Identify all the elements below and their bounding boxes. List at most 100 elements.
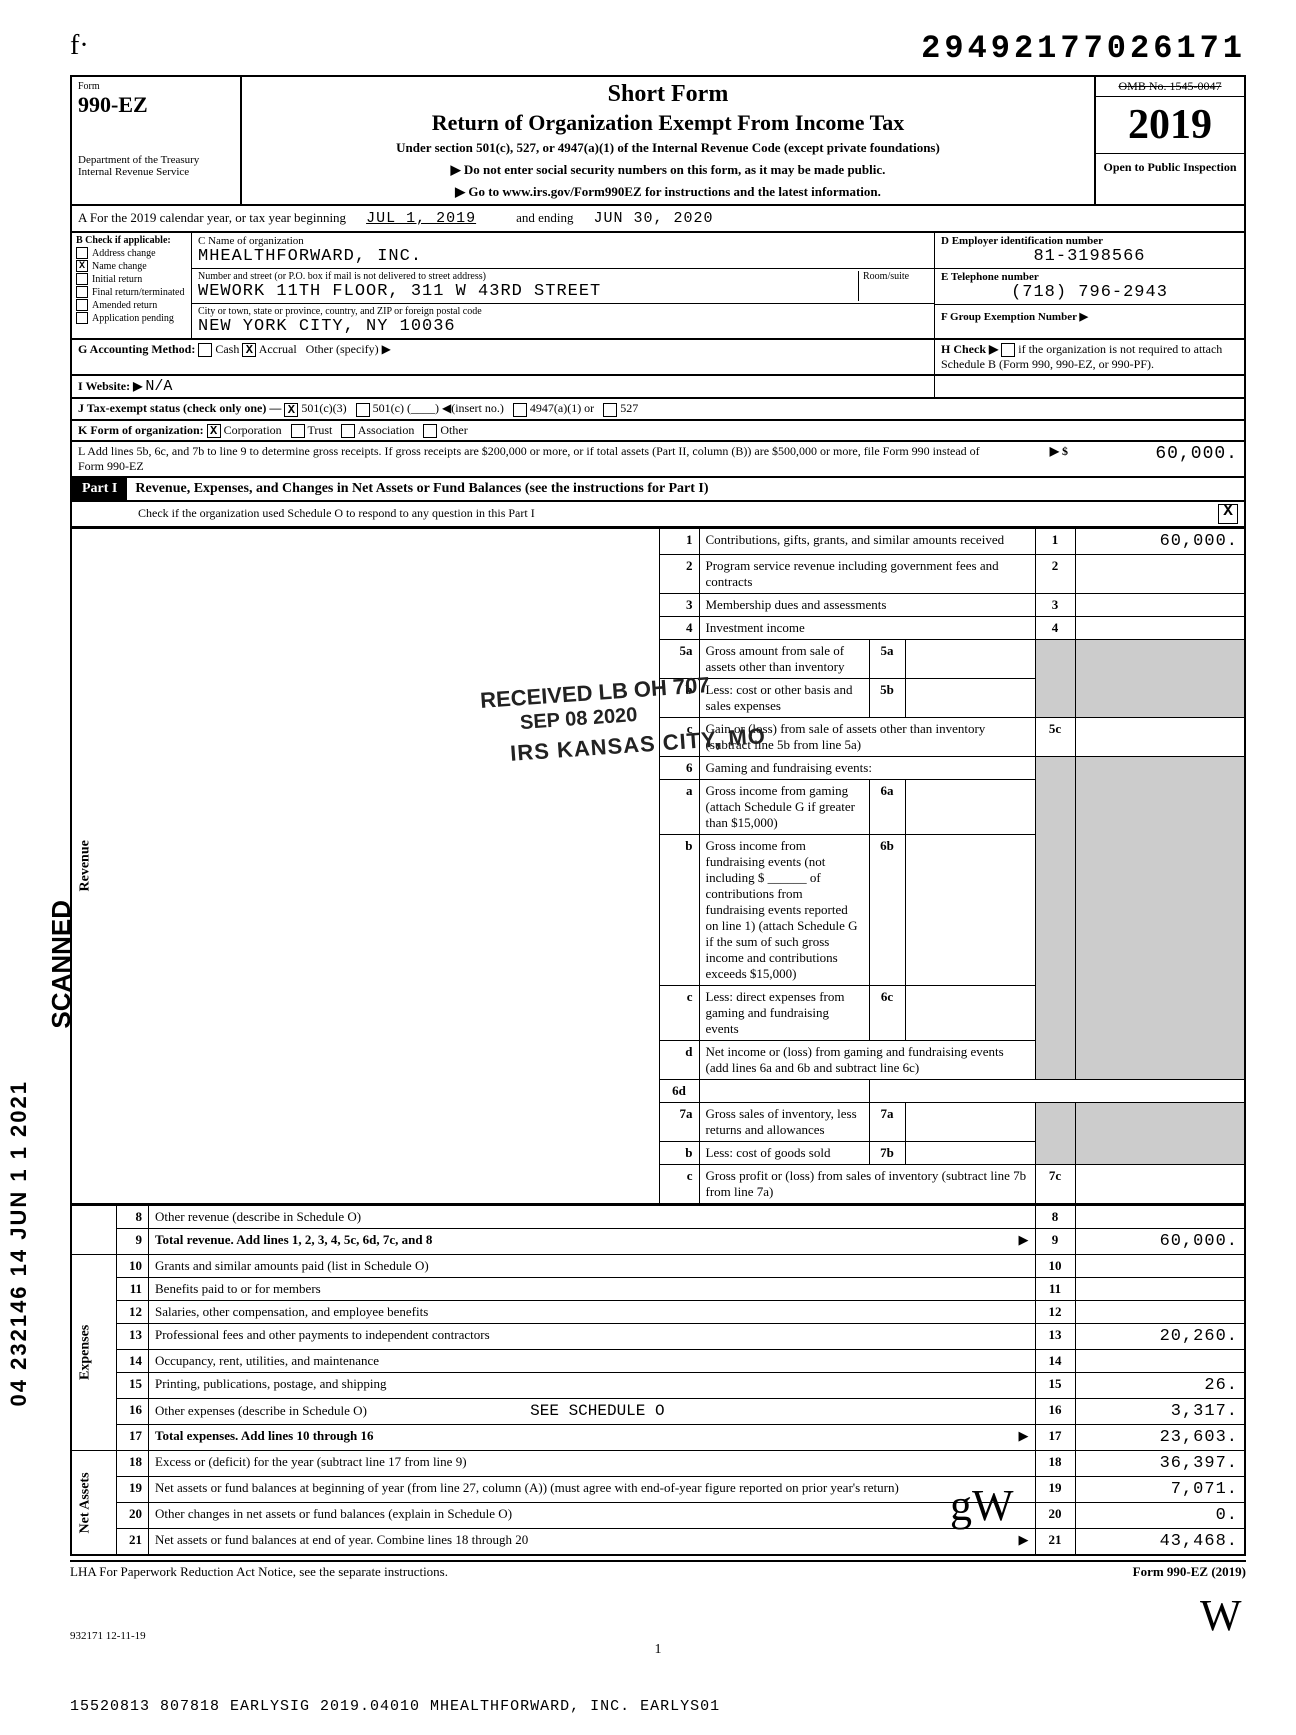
- instr-2: ▶ Go to www.irs.gov/Form990EZ for instru…: [252, 184, 1084, 200]
- d-ein-label: D Employer identification number: [941, 235, 1238, 247]
- ein: 81-3198566: [941, 247, 1238, 266]
- chk-address-change[interactable]: [76, 247, 88, 259]
- sched-o-text: Check if the organization used Schedule …: [78, 506, 1218, 521]
- chk-association[interactable]: [341, 424, 355, 438]
- l-text: L Add lines 5b, 6c, and 7b to line 9 to …: [78, 444, 1008, 474]
- line-3-amount: [1075, 593, 1245, 616]
- line-7a-amount: [905, 1102, 1035, 1141]
- line-6d-amount: [699, 1079, 869, 1102]
- chk-501c3[interactable]: X: [284, 403, 298, 417]
- line-16-amount: 3,317.: [1075, 1398, 1245, 1424]
- net-assets-label: Net Assets: [71, 1450, 117, 1555]
- row-i: I Website: ▶ N/A: [70, 376, 1246, 399]
- f-group-label: F Group Exemption Number ▶: [941, 311, 1088, 323]
- line-11-amount: [1075, 1277, 1245, 1300]
- form-number: 990-EZ: [78, 92, 234, 118]
- chk-initial-return[interactable]: [76, 273, 88, 285]
- entity-block: B Check if applicable: Address change XN…: [70, 233, 1246, 340]
- line-a-label: A For the 2019 calendar year, or tax yea…: [78, 210, 346, 227]
- i-label: I Website: ▶: [78, 379, 142, 393]
- year-end: JUN 30, 2020: [594, 210, 714, 227]
- row-g: G Accounting Method: Cash X Accrual Othe…: [70, 340, 1246, 376]
- c-name-label: C Name of organization: [198, 235, 928, 247]
- expenses-label: Expenses: [71, 1254, 117, 1450]
- col-c-entity: C Name of organization MHEALTHFORWARD, I…: [192, 233, 934, 338]
- chk-final-return[interactable]: [76, 286, 88, 298]
- j-label: J Tax-exempt status (check only one) —: [78, 401, 281, 415]
- phone: (718) 796-2943: [941, 283, 1238, 302]
- line-14-amount: [1075, 1349, 1245, 1372]
- ending-label: and ending: [516, 210, 573, 227]
- chk-application-pending[interactable]: [76, 312, 88, 324]
- form-ref: Form 990-EZ (2019): [1133, 1564, 1246, 1580]
- title-box: Short Form Return of Organization Exempt…: [242, 77, 1094, 204]
- line-1-amount: 60,000.: [1075, 528, 1245, 554]
- g-label: G Accounting Method:: [78, 342, 195, 356]
- line-19-amount: 7,071.: [1075, 1476, 1245, 1502]
- lines-table-2: 8 Other revenue (describe in Schedule O)…: [70, 1205, 1246, 1556]
- row-j: J Tax-exempt status (check only one) — X…: [70, 399, 1246, 420]
- chk-schedule-b[interactable]: [1001, 343, 1015, 357]
- footer: LHA For Paperwork Reduction Act Notice, …: [70, 1560, 1246, 1580]
- line-8-amount: [1075, 1205, 1245, 1228]
- part-i-tag: Part I: [72, 478, 127, 500]
- k-label: K Form of organization:: [78, 423, 204, 437]
- chk-name-change[interactable]: X: [76, 260, 88, 272]
- hand-mark-top: f·: [70, 30, 89, 62]
- dln: 29492177026171: [921, 30, 1246, 67]
- bottom-line: 15520813 807818 EARLYSIG 2019.04010 MHEA…: [70, 1698, 1246, 1715]
- form-header: Form 990-EZ Department of the Treasury I…: [70, 75, 1246, 206]
- part-i-title: Revenue, Expenses, and Changes in Net As…: [127, 478, 1244, 500]
- line-6b-amount: [905, 834, 1035, 985]
- line-12-amount: [1075, 1300, 1245, 1323]
- lha-notice: LHA For Paperwork Reduction Act Notice, …: [70, 1564, 448, 1580]
- room-suite-label: Room/suite: [858, 271, 928, 301]
- website: N/A: [145, 378, 172, 395]
- col-de: D Employer identification number 81-3198…: [934, 233, 1244, 338]
- chk-501c[interactable]: [356, 403, 370, 417]
- b-check-label: B Check if applicable:: [76, 235, 187, 246]
- main-title: Return of Organization Exempt From Incom…: [252, 110, 1084, 136]
- h-label: H Check ▶: [941, 342, 998, 356]
- line-7c-amount: [1075, 1164, 1245, 1204]
- dln-block: 29492177026171: [921, 30, 1246, 67]
- chk-cash[interactable]: [198, 343, 212, 357]
- org-city: NEW YORK CITY, NY 10036: [198, 317, 928, 336]
- side-batch: 04 232146 14 JUN 1 1 2021: [6, 1080, 32, 1406]
- line-13-amount: 20,260.: [1075, 1323, 1245, 1349]
- chk-527[interactable]: [603, 403, 617, 417]
- chk-amended-return[interactable]: [76, 299, 88, 311]
- tax-year: 2019: [1096, 97, 1244, 154]
- irs-line: Internal Revenue Service: [78, 166, 234, 178]
- l-amount: 60,000.: [1068, 444, 1238, 474]
- instr-1: ▶ Do not enter social security numbers o…: [252, 162, 1084, 178]
- year-box: OMB No. 1545-0047 2019 Open to Public In…: [1094, 77, 1244, 204]
- top-row: f· 29492177026171: [70, 30, 1246, 67]
- line-20-amount: 0.: [1075, 1502, 1245, 1528]
- chk-corporation[interactable]: X: [207, 424, 221, 438]
- line-5c-amount: [1075, 717, 1245, 756]
- line-18-amount: 36,397.: [1075, 1450, 1245, 1476]
- form-word: Form: [78, 81, 234, 92]
- line-15-amount: 26.: [1075, 1372, 1245, 1398]
- chk-accrual[interactable]: X: [242, 343, 256, 357]
- line-5a-amount: [905, 639, 1035, 678]
- line-17-amount: 23,603.: [1075, 1424, 1245, 1450]
- part-i-header: Part I Revenue, Expenses, and Changes in…: [70, 478, 1246, 502]
- dept-line: Department of the Treasury: [78, 154, 234, 166]
- line-6a-amount: [905, 779, 1035, 834]
- chk-sched-o[interactable]: X: [1218, 504, 1238, 524]
- line-9-amount: 60,000.: [1075, 1228, 1245, 1254]
- short-form-title: Short Form: [252, 81, 1084, 108]
- line-5b-amount: [905, 678, 1035, 717]
- chk-4947a1[interactable]: [513, 403, 527, 417]
- line-21-amount: 43,468.: [1075, 1528, 1245, 1555]
- e-phone-label: E Telephone number: [941, 271, 1238, 283]
- chk-other-org[interactable]: [423, 424, 437, 438]
- line-a: A For the 2019 calendar year, or tax yea…: [70, 206, 1246, 233]
- col-b-checkboxes: B Check if applicable: Address change XN…: [72, 233, 192, 338]
- line-6c-amount: [905, 985, 1035, 1040]
- lines-table: Revenue 1 Contributions, gifts, grants, …: [70, 528, 1246, 1205]
- chk-trust[interactable]: [291, 424, 305, 438]
- line-4-amount: [1075, 616, 1245, 639]
